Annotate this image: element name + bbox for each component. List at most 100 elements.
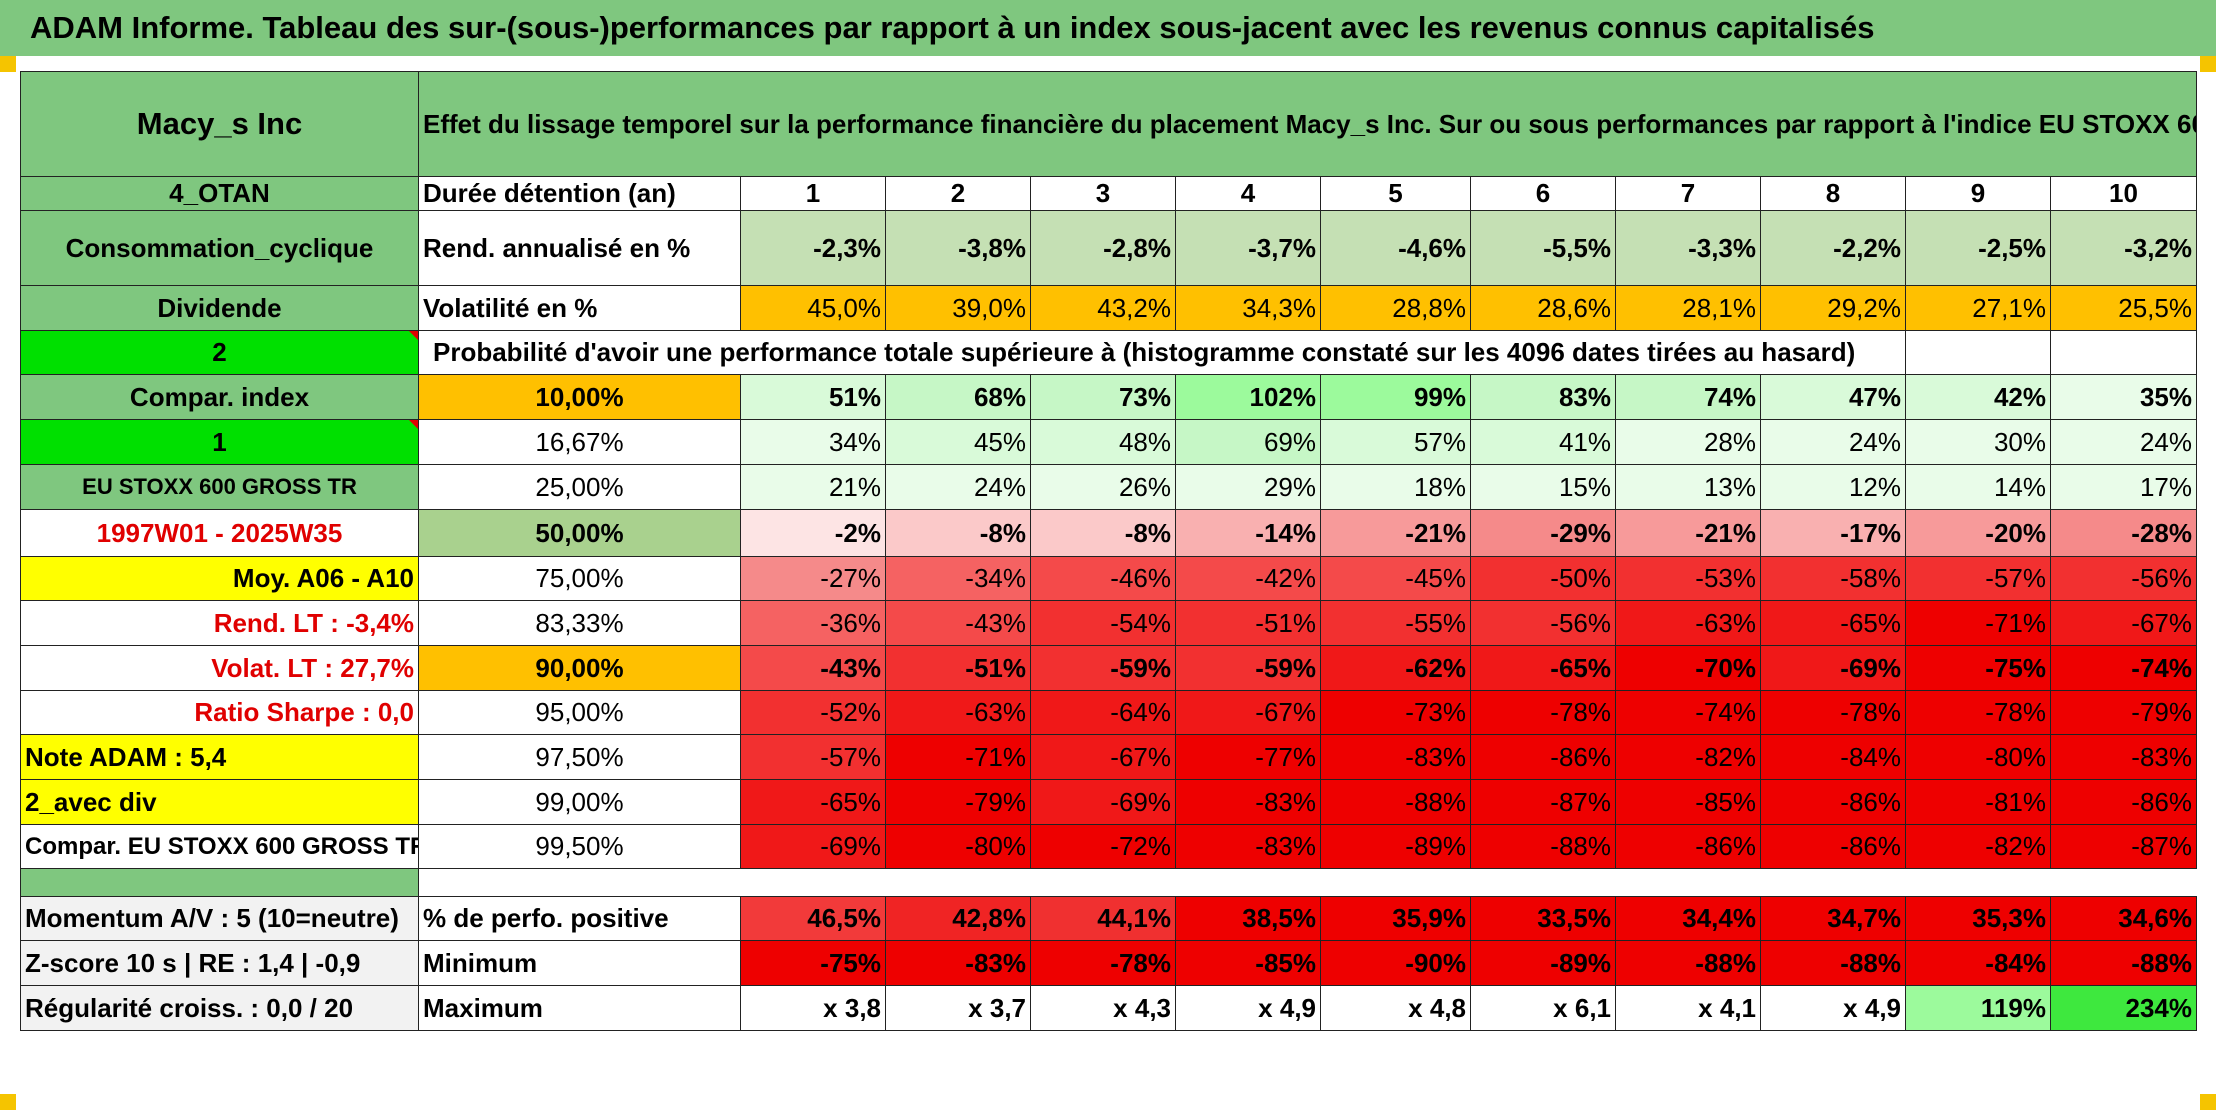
probability-cell: 24%	[2050, 419, 2197, 465]
probability-cell: -17%	[1760, 509, 1906, 557]
probability-cell: -83%	[2050, 734, 2197, 780]
probability-cell: 15%	[1470, 464, 1616, 510]
maximum-value: x 4,3	[1030, 985, 1176, 1031]
year-header: 9	[1905, 176, 2051, 211]
probability-cell: -67%	[2050, 600, 2197, 646]
percentile-threshold: 99,00%	[418, 779, 741, 825]
rend-value: -4,6%	[1320, 210, 1471, 286]
percentile-row: Rend. LT : -3,4% 83,33% -36% -43% -54% -51% -5…	[20, 600, 2197, 646]
perfo-pos-value: 44,1%	[1030, 896, 1176, 941]
minimum-value: -90%	[1320, 940, 1471, 986]
rend-lt-label: Rend. LT : -3,4%	[20, 600, 419, 646]
probability-cell: -8%	[885, 509, 1031, 557]
probability-cell: -84%	[1760, 734, 1906, 780]
probability-cell: -80%	[1905, 734, 2051, 780]
minimum-value: -88%	[1615, 940, 1761, 986]
probability-cell: -51%	[1175, 600, 1321, 646]
probability-cell: 99%	[1320, 374, 1471, 420]
volat-value: 39,0%	[885, 285, 1031, 331]
probability-cell: -71%	[885, 734, 1031, 780]
probability-cell: -54%	[1030, 600, 1176, 646]
probability-cell: -73%	[1320, 690, 1471, 735]
probability-cell: -42%	[1175, 556, 1321, 601]
corner-marker-bottom-right	[2200, 1094, 2216, 1110]
minimum-value: -89%	[1470, 940, 1616, 986]
probability-cell: 12%	[1760, 464, 1906, 510]
volat-row: Dividende Volatilité en % 45,0% 39,0% 43,2% 3…	[20, 285, 2197, 331]
percentile-row: 2_avec div 99,00% -65% -79% -69% -83% -88% -87%…	[20, 779, 2197, 825]
probability-cell: -43%	[740, 645, 886, 691]
probability-cell: -80%	[885, 824, 1031, 869]
probability-cell: -86%	[1760, 779, 1906, 825]
volat-value: 28,8%	[1320, 285, 1471, 331]
sharpe-label: Ratio Sharpe : 0,0	[20, 690, 419, 735]
percentile-row: Ratio Sharpe : 0,0 95,00% -52% -63% -64% -67%…	[20, 690, 2197, 735]
perfo-pos-value: 34,6%	[2050, 896, 2197, 941]
volat-label: Volatilité en %	[418, 285, 741, 331]
probability-cell: 51%	[740, 374, 886, 420]
year-header: 1	[740, 176, 886, 211]
probability-cell: -75%	[1905, 645, 2051, 691]
moy-label: Moy. A06 - A10	[20, 556, 419, 601]
minimum-value: -84%	[1905, 940, 2051, 986]
probability-cell: -55%	[1320, 600, 1471, 646]
perfo-pos-value: 33,5%	[1470, 896, 1616, 941]
probability-cell: -59%	[1030, 645, 1176, 691]
rend-value: -3,3%	[1615, 210, 1761, 286]
probability-cell: -63%	[885, 690, 1031, 735]
percentile-threshold: 99,50%	[418, 824, 741, 869]
probability-cell: 14%	[1905, 464, 2051, 510]
maximum-value: x 4,1	[1615, 985, 1761, 1031]
probability-cell: 69%	[1175, 419, 1321, 465]
volat-value: 43,2%	[1030, 285, 1176, 331]
probability-cell: -89%	[1320, 824, 1471, 869]
perfo-pos-value: 34,7%	[1760, 896, 1906, 941]
percentile-row: Moy. A06 - A10 75,00% -27% -34% -46% -42% -45%…	[20, 556, 2197, 601]
probability-cell: -78%	[1760, 690, 1906, 735]
probability-cell: -14%	[1175, 509, 1321, 557]
probability-cell: -86%	[1615, 824, 1761, 869]
maximum-value: 234%	[2050, 985, 2197, 1031]
percentile-threshold: 95,00%	[418, 690, 741, 735]
probability-cell: 24%	[1760, 419, 1906, 465]
probability-cell: 102%	[1175, 374, 1321, 420]
probability-cell: -83%	[1175, 824, 1321, 869]
volat-value: 45,0%	[740, 285, 886, 331]
table-title: Effet du lissage temporel sur la perform…	[418, 71, 2197, 177]
probability-cell: -63%	[1615, 600, 1761, 646]
probability-cell: -87%	[2050, 824, 2197, 869]
minimum-value: -88%	[1760, 940, 1906, 986]
volat-value: 28,6%	[1470, 285, 1616, 331]
probability-cell: -78%	[1905, 690, 2051, 735]
percentile-threshold: 10,00%	[418, 374, 741, 420]
rend-value: -3,2%	[2050, 210, 2197, 286]
probability-cell: -2%	[740, 509, 886, 557]
maximum-value: x 4,8	[1320, 985, 1471, 1031]
probability-cell: 73%	[1030, 374, 1176, 420]
probability-cell: -67%	[1175, 690, 1321, 735]
probability-cell: 13%	[1615, 464, 1761, 510]
percentile-threshold: 90,00%	[418, 645, 741, 691]
probability-cell: -34%	[885, 556, 1031, 601]
rend-label: Rend. annualisé en %	[418, 210, 741, 286]
perfo-pos-row: Momentum A/V : 5 (10=neutre)% de perfo. …	[20, 896, 2197, 941]
probability-cell: 48%	[1030, 419, 1176, 465]
rend-value: -2,8%	[1030, 210, 1176, 286]
percentile-row: 1997W01 - 2025W35 50,00% -2% -8% -8% -14% -21%…	[20, 509, 2197, 557]
probability-cell: 47%	[1760, 374, 1906, 420]
probability-cell: -57%	[740, 734, 886, 780]
volat-value: 28,1%	[1615, 285, 1761, 331]
rend-row: Consommation_cyclique Rend. annualisé en …	[20, 210, 2197, 286]
probability-cell: -21%	[1615, 509, 1761, 557]
year-header: 5	[1320, 176, 1471, 211]
rend-value: -2,3%	[740, 210, 886, 286]
probability-cell: -59%	[1175, 645, 1321, 691]
minimum-row: Z-score 10 s | RE : 1,4 | -0,9 Minimum -75…	[20, 940, 2197, 986]
probability-cell: -69%	[740, 824, 886, 869]
probability-cell: -86%	[1470, 734, 1616, 780]
percentile-threshold: 97,50%	[418, 734, 741, 780]
probability-cell: 68%	[885, 374, 1031, 420]
regularite-label: Régularité croiss. : 0,0 / 20	[20, 985, 419, 1031]
minimum-value: -85%	[1175, 940, 1321, 986]
probability-cell: -85%	[1615, 779, 1761, 825]
